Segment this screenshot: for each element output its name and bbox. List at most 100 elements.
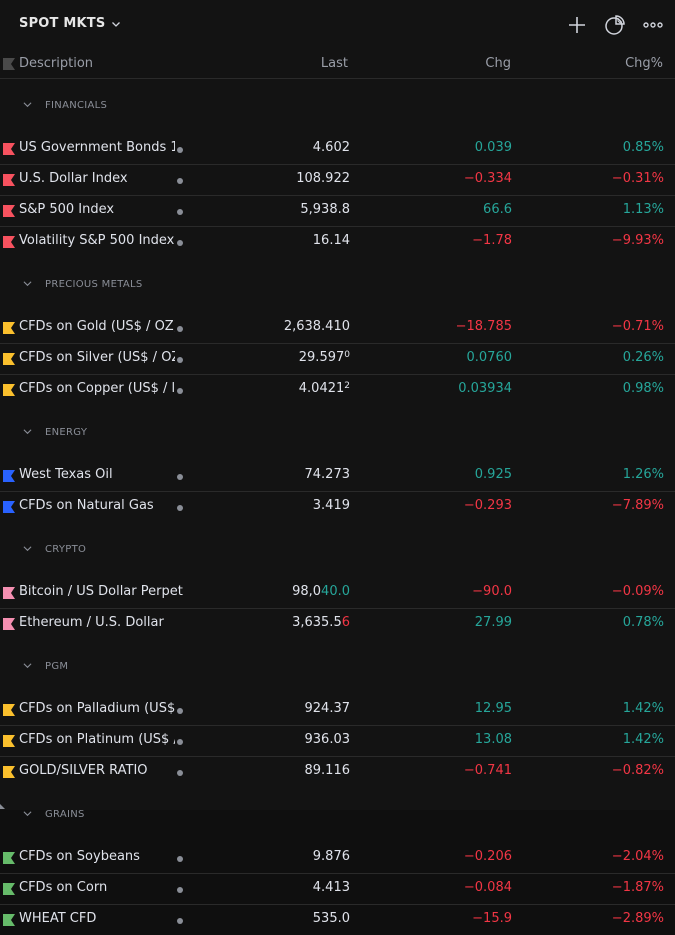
symbol-row[interactable]: CFDs on Natural Gas 3.419 −0.293 −7.89% [0,491,675,522]
section-header[interactable]: GRAINS [0,787,675,843]
symbol-description: Volatility S&P 500 Index [19,233,175,248]
symbol-row[interactable]: CFDs on Copper (US$ / lb 4.04212 0.03934 0.… [0,374,675,405]
symbol-name: S&P 500 Index [19,202,115,217]
section-header[interactable]: ENERGY [0,405,675,461]
flag-icon[interactable] [3,322,15,334]
symbol-name: WHEAT CFD [19,911,97,926]
symbol-row[interactable]: West Texas Oil 74.273 0.925 1.26% [0,461,675,491]
symbol-row[interactable]: CFDs on Silver (US$ / OZ 29.5970 0.0760 0.2… [0,343,675,374]
plus-icon[interactable] [566,14,588,36]
section-header[interactable]: CRYPTO [0,522,675,578]
flag-icon[interactable] [3,143,15,155]
watchlist-rows: FINANCIALS US Government Bonds 10 4.602 0.0… [0,78,675,935]
column-chg-pct[interactable]: Chg% [625,56,663,71]
change-percent: 0.98% [622,381,664,396]
symbol-row[interactable]: CFDs on Corn 4.413 −0.084 −1.87% [0,873,675,904]
change-value: −15.9 [472,911,512,926]
symbol-row[interactable]: S&P 500 Index 5,938.8 66.6 1.13% [0,195,675,226]
last-price: 4.413 [313,880,350,895]
symbol-name: CFDs on Corn [19,880,108,895]
flag-icon[interactable] [3,766,15,778]
flag-icon[interactable] [3,852,15,864]
flag-icon[interactable] [3,618,15,630]
symbol-description: U.S. Dollar Index [19,171,175,186]
last-price-value: 3.419 [312,498,350,513]
symbol-name: CFDs on Copper (US$ / lb [19,381,175,396]
change-percent: 0.26% [622,350,664,365]
symbol-description: CFDs on Gold (US$ / OZ) [19,319,175,334]
flag-icon[interactable] [3,883,15,895]
symbol-row[interactable]: Ethereum / U.S. Dollar 3,635.56 27.99 0.78% [0,608,675,639]
flag-icon[interactable] [3,470,15,482]
symbol-row[interactable]: CFDs on Platinum (US$ / 936.03 13.08 1.42% [0,725,675,756]
status-dot-icon [177,505,183,511]
last-price: 4.602 [313,140,350,155]
section-header[interactable]: FINANCIALS [0,78,675,134]
flag-column-icon[interactable] [3,58,15,70]
section-label: PGM [45,661,69,672]
last-price-fraction: 0 [344,350,350,360]
last-price: 3,635.56 [292,615,350,630]
section-label: ENERGY [45,427,88,438]
flag-icon[interactable] [3,704,15,716]
change-percent: −1.87% [611,880,664,895]
section-label: GRAINS [45,809,85,820]
symbol-description: GOLD/SILVER RATIO [19,763,175,778]
pie-chart-icon[interactable] [604,14,626,36]
symbol-row[interactable]: Bitcoin / US Dollar Perpetu 98,040.0 −90.0… [0,578,675,608]
last-price-value: 108.922 [296,171,350,186]
symbol-row[interactable]: US Government Bonds 10 4.602 0.039 0.85% [0,134,675,164]
last-price: 5,938.8 [300,202,350,217]
symbol-row[interactable]: Volatility S&P 500 Index 16.14 −1.78 −9.93% [0,226,675,257]
symbol-description: West Texas Oil [19,467,175,482]
change-percent: −7.89% [611,498,664,513]
symbol-row[interactable]: CFDs on Soybeans 9.876 −0.206 −2.04% [0,843,675,873]
change-value: 66.6 [483,202,512,217]
symbol-description: S&P 500 Index [19,202,175,217]
flag-icon[interactable] [3,735,15,747]
symbol-description: CFDs on Corn [19,880,175,895]
section-label: CRYPTO [45,544,87,555]
status-dot-icon [177,326,183,332]
symbol-description: Ethereum / U.S. Dollar [19,615,183,630]
change-percent: −9.93% [611,233,664,248]
flag-icon[interactable] [3,914,15,926]
symbol-name: CFDs on Silver (US$ / OZ [19,350,175,365]
flag-icon[interactable] [3,205,15,217]
symbol-row[interactable]: CFDs on Gold (US$ / OZ) 2,638.410 −18.785 −… [0,313,675,343]
status-dot-icon [177,240,183,246]
column-last[interactable]: Last [320,56,348,71]
section-header[interactable]: PRECIOUS METALS [0,257,675,313]
flag-icon[interactable] [3,353,15,365]
change-value: −0.206 [463,849,512,864]
change-value: 0.0760 [466,350,513,365]
last-price-change-digits: 6 [341,615,350,630]
flag-icon[interactable] [3,587,15,599]
last-price-value: 89.116 [304,763,351,778]
status-dot-icon [177,770,183,776]
symbol-row[interactable]: WHEAT CFD 535.0 −15.9 −2.89% [0,904,675,935]
section-label: FINANCIALS [45,100,108,111]
last-price: 74.273 [305,467,351,482]
last-price: 98,040.0 [292,584,350,599]
watchlist-title-dropdown[interactable]: SPOT MKTS [19,16,121,31]
symbol-name: CFDs on Gold (US$ / OZ) [19,319,175,334]
symbol-row[interactable]: CFDs on Palladium (US$ / 924.37 12.95 1.42% [0,695,675,725]
chevron-down-icon [23,281,32,287]
chevron-down-icon [112,21,121,27]
flag-icon[interactable] [3,501,15,513]
last-price-value: 74.273 [304,467,351,482]
flag-icon[interactable] [3,174,15,186]
symbol-row[interactable]: U.S. Dollar Index 108.922 −0.334 −0.31% [0,164,675,195]
change-percent: −0.82% [611,763,664,778]
symbol-row[interactable]: GOLD/SILVER RATIO 89.116 −0.741 −0.82% [0,756,675,787]
flag-icon[interactable] [3,236,15,248]
resize-corner-icon[interactable] [0,804,6,810]
column-description[interactable]: Description [19,56,94,71]
last-price-change-digits: 40.0 [321,584,350,599]
flag-icon[interactable] [3,384,15,396]
section-header[interactable]: PGM [0,639,675,695]
column-chg[interactable]: Chg [485,56,511,71]
more-icon[interactable] [642,14,664,36]
watchlist-title: SPOT MKTS [19,16,106,31]
